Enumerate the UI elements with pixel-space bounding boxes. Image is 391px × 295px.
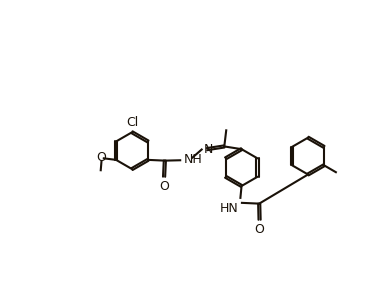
Text: N: N [204,142,213,156]
Text: Cl: Cl [127,116,139,129]
Text: O: O [255,223,265,236]
Text: HN: HN [220,202,239,215]
Text: O: O [159,180,169,193]
Text: NH: NH [184,153,203,166]
Text: O: O [97,151,106,164]
